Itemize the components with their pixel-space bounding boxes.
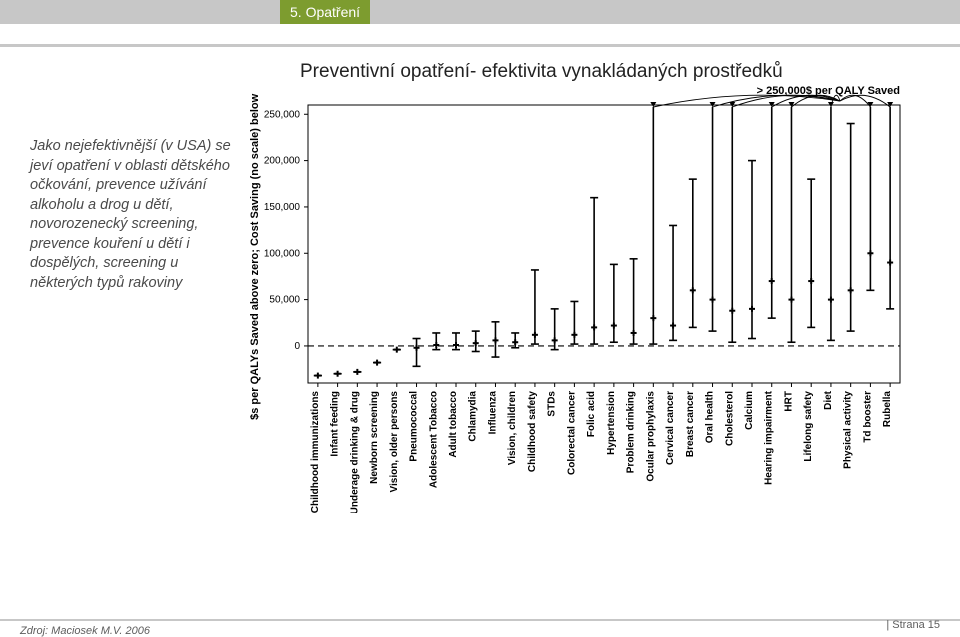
- svg-text:Vision, older persons: Vision, older persons: [389, 391, 400, 493]
- page-number: | Strana 15: [886, 619, 940, 631]
- section-header: 5. Opatření: [0, 0, 960, 24]
- svg-text:HRT: HRT: [783, 391, 794, 412]
- svg-text:Pneumococcal: Pneumococcal: [409, 391, 420, 462]
- source-citation: Zdroj: Maciosek M.V. 2006: [20, 625, 960, 637]
- chart-container: > 250,000$ per QALY Saved 050,000100,000…: [240, 93, 940, 513]
- svg-text:Chlamydia: Chlamydia: [468, 391, 479, 442]
- svg-text:Ocular prophylaxis: Ocular prophylaxis: [645, 391, 656, 482]
- svg-text:250,000: 250,000: [264, 109, 301, 120]
- svg-text:200,000: 200,000: [264, 156, 301, 167]
- svg-text:Underage drinking & drug: Underage drinking & drug: [349, 391, 360, 513]
- svg-text:Td booster: Td booster: [862, 391, 873, 443]
- svg-text:STDs: STDs: [547, 391, 558, 417]
- svg-text:Oral health: Oral health: [705, 391, 716, 443]
- svg-text:Folic acid: Folic acid: [586, 391, 597, 437]
- svg-text:$s per QALYs Saved above zero;: $s per QALYs Saved above zero; Cost Savi…: [249, 93, 261, 420]
- svg-text:Hypertension: Hypertension: [606, 391, 617, 455]
- svg-text:Calcium: Calcium: [744, 391, 755, 430]
- side-description: Jako nejefektivnější (v USA) se jeví opa…: [30, 93, 240, 513]
- svg-text:Breast cancer: Breast cancer: [685, 391, 696, 457]
- svg-text:0: 0: [294, 341, 300, 352]
- header-rule: [0, 44, 960, 47]
- footer-rule: [0, 619, 960, 621]
- svg-text:Lifelong safety: Lifelong safety: [803, 391, 814, 462]
- svg-text:Physical activity: Physical activity: [843, 391, 854, 469]
- svg-text:Adult tobacco: Adult tobacco: [448, 391, 459, 458]
- svg-text:Childhood safety: Childhood safety: [527, 391, 538, 473]
- svg-text:Rubella: Rubella: [882, 391, 893, 428]
- svg-text:150,000: 150,000: [264, 202, 301, 213]
- svg-text:Problem drinking: Problem drinking: [626, 391, 637, 473]
- svg-text:Newborn screening: Newborn screening: [369, 391, 380, 484]
- qaly-range-chart: 0 50,000 100,000 150,000 200,000 250,000$s pe…: [240, 93, 910, 513]
- svg-text:Infant feeding: Infant feeding: [330, 391, 341, 457]
- svg-text:Adolescent Tobacco: Adolescent Tobacco: [428, 391, 439, 488]
- header-spacer-right: [370, 0, 960, 24]
- svg-text:Diet: Diet: [823, 390, 834, 410]
- svg-text:Cholesterol: Cholesterol: [724, 391, 735, 446]
- svg-text:Colorectal cancer: Colorectal cancer: [566, 391, 577, 475]
- svg-text:Influenza: Influenza: [487, 391, 498, 435]
- section-badge: 5. Opatření: [280, 0, 370, 24]
- svg-text:Cervical cancer: Cervical cancer: [665, 391, 676, 465]
- svg-text:50,000: 50,000: [269, 295, 300, 306]
- svg-text:Vision, children: Vision, children: [507, 391, 518, 465]
- svg-text:Hearing impairment: Hearing impairment: [764, 390, 775, 485]
- page-title: Preventivní opatření- efektivita vynaklá…: [300, 61, 960, 83]
- svg-text:Childhood immunizations: Childhood immunizations: [310, 391, 321, 513]
- svg-text:100,000: 100,000: [264, 248, 301, 259]
- chart-annotation-label: > 250,000$ per QALY Saved: [757, 85, 900, 97]
- header-spacer-left: [0, 0, 280, 24]
